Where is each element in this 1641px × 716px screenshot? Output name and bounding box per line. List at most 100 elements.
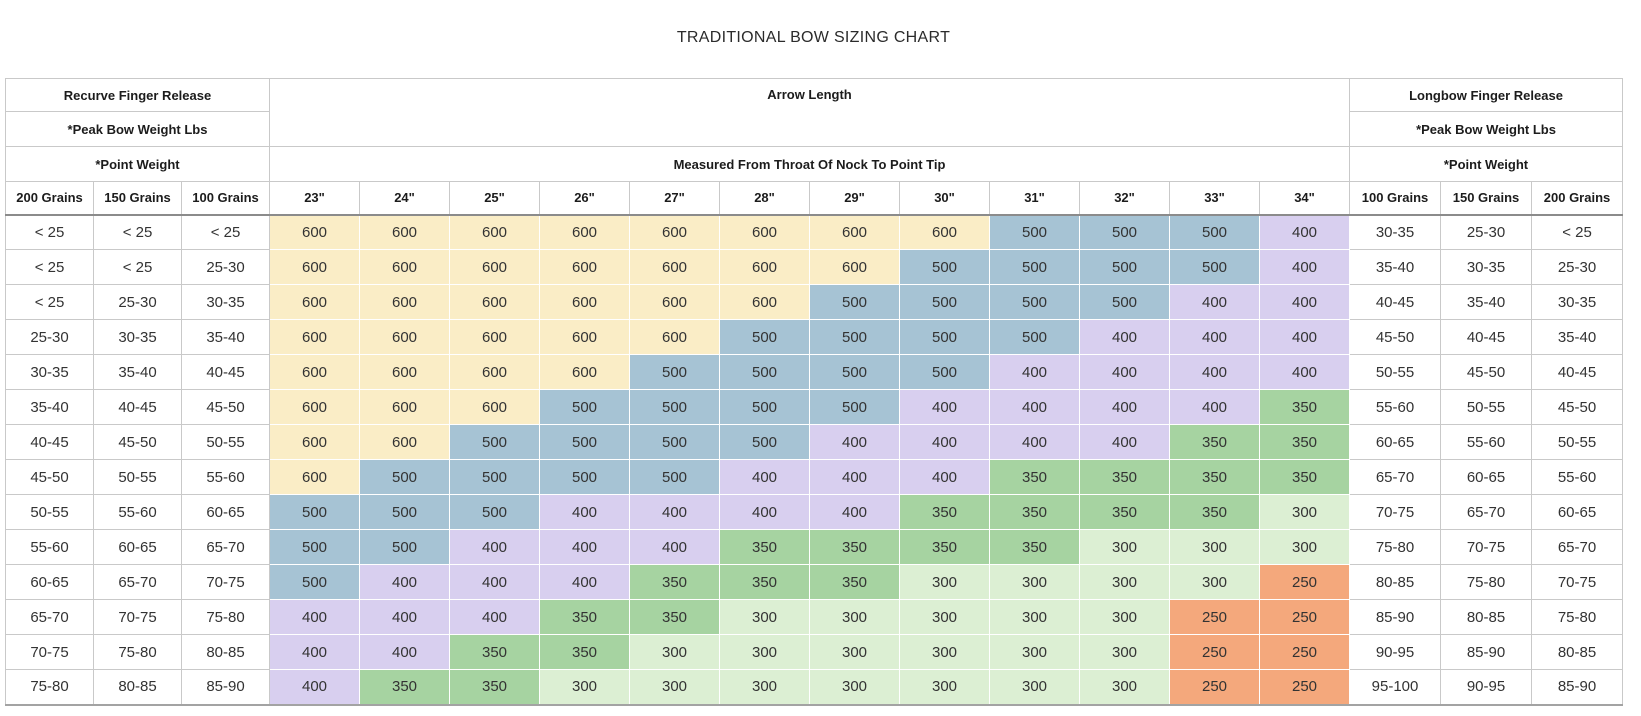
recurve-weight-cell: 50-55 — [181, 424, 270, 460]
spine-value-cell: 600 — [449, 319, 540, 355]
longbow-weight-cell: 55-60 — [1530, 459, 1624, 495]
spine-value-cell: 600 — [269, 249, 360, 285]
spine-value-cell: 350 — [899, 494, 990, 530]
spine-value-cell: 500 — [449, 424, 540, 460]
arrow-length-header: Arrow Length — [269, 78, 1350, 147]
spine-value-cell: 300 — [1169, 529, 1260, 565]
recurve-weight-cell: 75-80 — [93, 634, 182, 670]
recurve-weight-cell: < 25 — [5, 249, 94, 285]
recurve-weight-cell: < 25 — [93, 249, 182, 285]
recurve-weight-cell: 50-55 — [93, 459, 182, 495]
table-row: 65-70 70-75 75-80 400 400 400 350 350 300 300 300 3… — [5, 599, 1624, 635]
longbow-weight-cell: 75-80 — [1530, 599, 1624, 635]
spine-value-cell: 600 — [809, 214, 900, 250]
spine-value-cell: 350 — [1259, 389, 1350, 425]
spine-value-cell: 300 — [539, 669, 630, 706]
spine-value-cell: 500 — [989, 249, 1080, 285]
peak-bow-weight-left-header: *Peak Bow Weight Lbs — [5, 111, 270, 147]
spine-value-cell: 400 — [809, 494, 900, 530]
longbow-weight-cell: 40-45 — [1349, 284, 1441, 320]
longbow-weight-cell: 85-90 — [1349, 599, 1441, 635]
spine-value-cell: 300 — [809, 634, 900, 670]
longbow-weight-cell: 45-50 — [1440, 354, 1532, 390]
spine-value-cell: 250 — [1259, 599, 1350, 635]
recurve-weight-cell: 45-50 — [93, 424, 182, 460]
recurve-weight-cell: 65-70 — [5, 599, 94, 635]
spine-value-cell: 400 — [719, 494, 810, 530]
longbow-weight-cell: 30-35 — [1349, 214, 1441, 250]
spine-value-cell: 600 — [359, 249, 450, 285]
spine-value-cell: 600 — [449, 249, 540, 285]
column-header: 150 Grains — [1440, 181, 1532, 216]
spine-value-cell: 400 — [899, 389, 990, 425]
spine-value-cell: 600 — [269, 424, 360, 460]
spine-value-cell: 600 — [539, 284, 630, 320]
column-header: 33" — [1169, 181, 1260, 216]
spine-value-cell: 300 — [629, 669, 720, 706]
longbow-weight-cell: 25-30 — [1440, 214, 1532, 250]
longbow-weight-cell: 40-45 — [1440, 319, 1532, 355]
column-header: 23" — [269, 181, 360, 216]
spine-value-cell: 300 — [1259, 494, 1350, 530]
spine-value-cell: 300 — [989, 669, 1080, 706]
spine-value-cell: 600 — [719, 249, 810, 285]
recurve-weight-cell: < 25 — [5, 214, 94, 250]
spine-value-cell: 400 — [269, 599, 360, 635]
spine-value-cell: 350 — [359, 669, 450, 706]
spine-value-cell: 250 — [1169, 599, 1260, 635]
longbow-weight-cell: 40-45 — [1530, 354, 1624, 390]
recurve-weight-cell: 70-75 — [5, 634, 94, 670]
spine-value-cell: 350 — [1259, 459, 1350, 495]
longbow-weight-cell: 55-60 — [1440, 424, 1532, 460]
table-row: 55-60 60-65 65-70 500 500 400 400 400 350 350 350 3… — [5, 529, 1624, 565]
spine-value-cell: 600 — [449, 214, 540, 250]
column-header: 24" — [359, 181, 450, 216]
spine-value-cell: 400 — [1259, 249, 1350, 285]
column-header: 28" — [719, 181, 810, 216]
spine-value-cell: 400 — [359, 634, 450, 670]
longbow-weight-cell: 85-90 — [1440, 634, 1532, 670]
recurve-weight-cell: 25-30 — [93, 284, 182, 320]
spine-value-cell: 400 — [989, 354, 1080, 390]
longbow-weight-cell: 95-100 — [1349, 669, 1441, 706]
spine-value-cell: 250 — [1259, 669, 1350, 706]
page-title: TRADITIONAL BOW SIZING CHART — [676, 29, 951, 46]
spine-value-cell: 600 — [539, 319, 630, 355]
spine-value-cell: 400 — [1259, 284, 1350, 320]
spine-value-cell: 300 — [1079, 599, 1170, 635]
spine-value-cell: 400 — [1169, 389, 1260, 425]
spine-value-cell: 250 — [1259, 564, 1350, 600]
spine-value-cell: 300 — [1169, 564, 1260, 600]
longbow-weight-cell: 70-75 — [1530, 564, 1624, 600]
spine-value-cell: 300 — [899, 634, 990, 670]
table-row: 50-55 55-60 60-65 500 500 500 400 400 400 400 350 3… — [5, 494, 1624, 530]
recurve-weight-cell: 75-80 — [181, 599, 270, 635]
spine-value-cell: 350 — [1169, 494, 1260, 530]
recurve-weight-cell: < 25 — [93, 214, 182, 250]
spine-value-cell: 500 — [629, 459, 720, 495]
spine-value-cell: 350 — [809, 564, 900, 600]
spine-value-cell: 350 — [989, 494, 1080, 530]
column-header: 27" — [629, 181, 720, 216]
recurve-weight-cell: 50-55 — [5, 494, 94, 530]
spine-value-cell: 500 — [719, 354, 810, 390]
spine-value-cell: 600 — [449, 284, 540, 320]
recurve-weight-cell: 70-75 — [93, 599, 182, 635]
recurve-weight-cell: 35-40 — [93, 354, 182, 390]
spine-value-cell: 400 — [359, 599, 450, 635]
measured-note-header: Measured From Throat Of Nock To Point Ti… — [269, 146, 1350, 182]
recurve-weight-cell: < 25 — [5, 284, 94, 320]
spine-value-cell: 350 — [1079, 459, 1170, 495]
longbow-weight-cell: 70-75 — [1440, 529, 1532, 565]
longbow-weight-cell: 60-65 — [1440, 459, 1532, 495]
spine-value-cell: 350 — [449, 669, 540, 706]
spine-value-cell: 350 — [629, 564, 720, 600]
spine-value-cell: 400 — [1079, 389, 1170, 425]
longbow-weight-cell: < 25 — [1530, 214, 1624, 250]
recurve-weight-cell: 55-60 — [93, 494, 182, 530]
spine-value-cell: 350 — [539, 599, 630, 635]
spine-value-cell: 400 — [539, 494, 630, 530]
recurve-weight-cell: 30-35 — [181, 284, 270, 320]
spine-value-cell: 600 — [899, 214, 990, 250]
column-header: 30" — [899, 181, 990, 216]
